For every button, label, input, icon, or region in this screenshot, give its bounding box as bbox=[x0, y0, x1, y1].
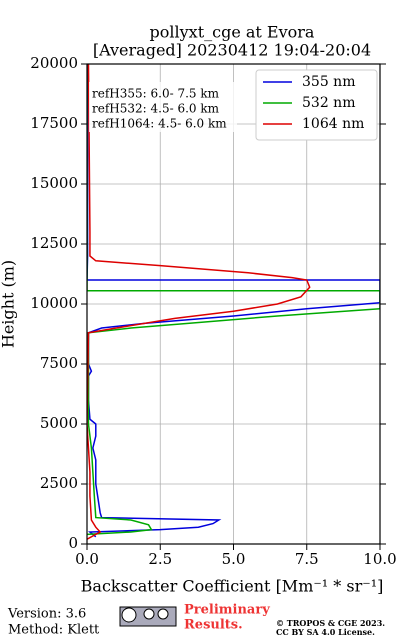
x-axis-label: Backscatter Coefficient [Mm⁻¹ * sr⁻¹] bbox=[81, 577, 384, 596]
legend-label: 1064 nm bbox=[302, 116, 364, 132]
profile-line bbox=[87, 64, 380, 536]
cc-logo bbox=[119, 606, 177, 627]
legend-label: 355 nm bbox=[302, 74, 355, 90]
y-tick-label: 7500 bbox=[40, 354, 78, 372]
chart-title: pollyxt_cge at Evora bbox=[150, 23, 315, 42]
y-axis-label: Height (m) bbox=[0, 260, 18, 348]
y-tick-label: 0 bbox=[68, 534, 78, 552]
y-tick-label: 15000 bbox=[30, 174, 78, 192]
x-tick-label: 2.5 bbox=[148, 550, 172, 568]
version: Version: 3.6 bbox=[7, 607, 86, 622]
annotation-box bbox=[89, 82, 237, 132]
x-tick-label: 7.5 bbox=[295, 550, 319, 568]
annotation: refH532: 4.5- 6.0 km bbox=[92, 102, 220, 116]
y-tick-label: 20000 bbox=[30, 54, 78, 72]
y-tick-label: 2500 bbox=[40, 474, 78, 492]
license: © TROPOS & CGE 2023. bbox=[276, 618, 385, 628]
annotation: refH1064: 4.5- 6.0 km bbox=[92, 117, 227, 131]
y-tick-label: 17500 bbox=[30, 114, 78, 132]
y-tick-label: 12500 bbox=[30, 234, 78, 252]
y-tick-label: 5000 bbox=[40, 414, 78, 432]
y-tick-label: 10000 bbox=[30, 294, 78, 312]
preliminary: Results. bbox=[184, 618, 243, 633]
method: Method: Klett bbox=[8, 623, 100, 638]
profile-line bbox=[87, 64, 311, 540]
legend-label: 532 nm bbox=[302, 95, 355, 111]
plot-frame bbox=[86, 63, 381, 545]
x-tick-label: 5.0 bbox=[222, 550, 246, 568]
preliminary: Preliminary bbox=[184, 603, 270, 618]
license: CC BY SA 4.0 License. bbox=[276, 627, 375, 637]
x-tick-label: 0.0 bbox=[75, 550, 99, 568]
annotation: refH355: 6.0- 7.5 km bbox=[92, 87, 220, 101]
x-tick-label: 10.0 bbox=[363, 550, 396, 568]
chart-title: [Averaged] 20230412 19:04-20:04 bbox=[93, 41, 371, 60]
legend-box bbox=[255, 69, 378, 141]
